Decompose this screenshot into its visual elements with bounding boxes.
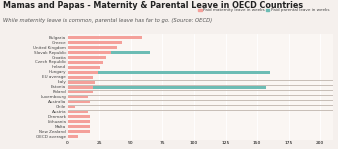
Text: While maternity leave is common, parental leave has far to go. (Source: OECD): While maternity leave is common, parenta… xyxy=(3,18,213,23)
Bar xyxy=(68,111,88,113)
Bar xyxy=(68,76,93,79)
Bar xyxy=(68,71,270,74)
Bar xyxy=(68,130,90,133)
Bar xyxy=(68,106,75,108)
Bar xyxy=(68,110,333,111)
Bar xyxy=(68,86,266,89)
Bar xyxy=(68,61,103,64)
Bar xyxy=(68,51,111,54)
Bar xyxy=(68,81,95,84)
Bar xyxy=(68,46,117,49)
Bar xyxy=(68,86,93,89)
Text: Mamas and Papas - Maternity & Parental Leave in OECD Countries: Mamas and Papas - Maternity & Parental L… xyxy=(3,1,304,10)
Legend: Paid maternity leave in weeks, Paid parental leave in weeks: Paid maternity leave in weeks, Paid pare… xyxy=(197,7,331,14)
Bar xyxy=(68,90,333,91)
Bar xyxy=(68,135,78,138)
Bar xyxy=(68,101,90,103)
Bar xyxy=(68,95,333,96)
Bar xyxy=(68,115,90,118)
Bar xyxy=(68,66,100,69)
Bar xyxy=(68,105,333,106)
Bar xyxy=(68,71,98,74)
Bar xyxy=(68,100,333,101)
Bar xyxy=(68,36,142,39)
Bar xyxy=(68,41,122,44)
Bar xyxy=(68,96,88,98)
Bar xyxy=(68,85,333,86)
Bar xyxy=(68,80,333,81)
Bar xyxy=(68,91,93,93)
Bar xyxy=(68,51,150,54)
Bar xyxy=(68,120,90,123)
Bar xyxy=(68,61,103,64)
Bar xyxy=(68,56,105,59)
Bar xyxy=(68,125,90,128)
